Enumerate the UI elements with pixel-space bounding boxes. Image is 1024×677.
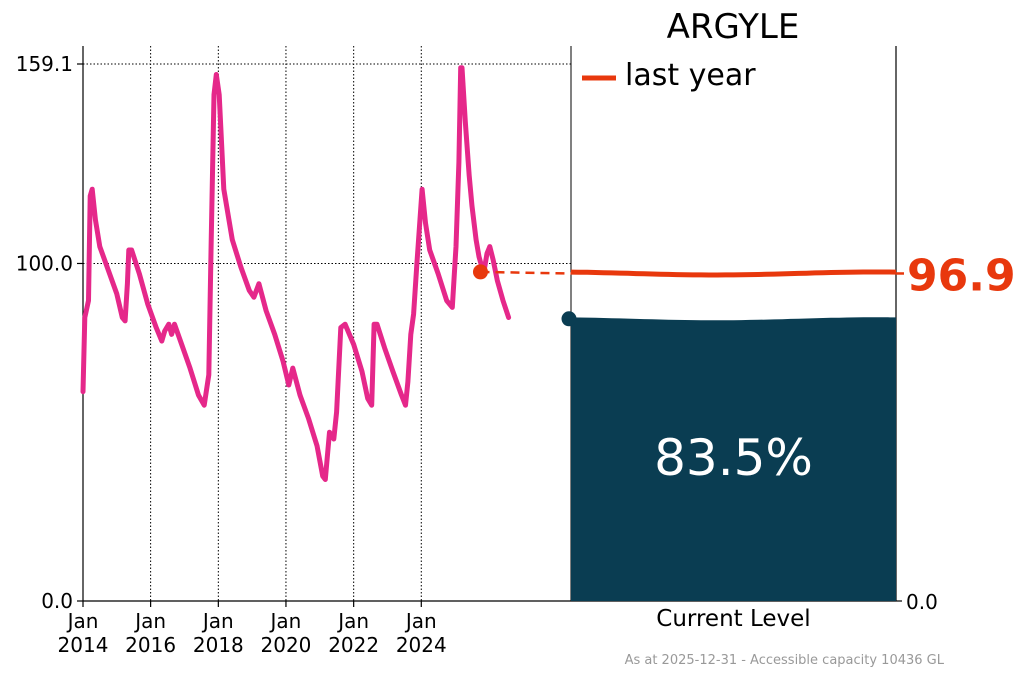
last-year-value-label: 96.9: [907, 250, 1016, 301]
current-level-point: [561, 311, 577, 327]
x-tick-label-month: Jan: [336, 609, 369, 633]
capacity-caption: As at 2025-12-31 - Accessible capacity 1…: [625, 653, 945, 668]
legend: last year: [582, 58, 756, 93]
grid: [83, 46, 571, 601]
y-tick-label: 100.0: [16, 251, 73, 275]
x-tick-label-year: 2016: [125, 633, 176, 657]
y-tick-label: 0.0: [41, 589, 73, 613]
x-tick-label-year: 2024: [396, 633, 447, 657]
x-tick-label-month: Jan: [269, 609, 302, 633]
x-tick-label-year: 2022: [328, 633, 379, 657]
x-tick-label-month: Jan: [133, 609, 166, 633]
x-tick-label-month: Jan: [66, 609, 99, 633]
x-tick-label-month: Jan: [404, 609, 437, 633]
y-tick-label: 159.1: [16, 52, 73, 76]
markers: [472, 264, 904, 327]
last-year-connector: [480, 270, 572, 275]
legend-label-last-year: last year: [625, 58, 756, 93]
last-year-point: [472, 264, 488, 280]
current-level-panel: 83.5%: [570, 269, 897, 601]
x-tick-label-year: 2018: [193, 633, 244, 657]
last-year-line: [570, 269, 897, 278]
series-line: [80, 65, 512, 482]
current-percent-label: 83.5%: [654, 429, 813, 487]
x-tick-label-year: 2020: [261, 633, 312, 657]
panel-zero-tick: 0.0: [906, 590, 938, 614]
x-tick-labels: Jan2014Jan2016Jan2018Jan2020Jan2022Jan20…: [58, 609, 447, 657]
water-fill: [571, 317, 896, 601]
x-tick-label-month: Jan: [201, 609, 234, 633]
x-tick-label-year: 2014: [58, 633, 109, 657]
y-tick-labels: 0.0 100.0 159.1: [16, 52, 73, 613]
series-layer: [80, 65, 512, 482]
chart-title: ARGYLE: [667, 7, 800, 47]
current-level-label: Current Level: [656, 606, 810, 632]
